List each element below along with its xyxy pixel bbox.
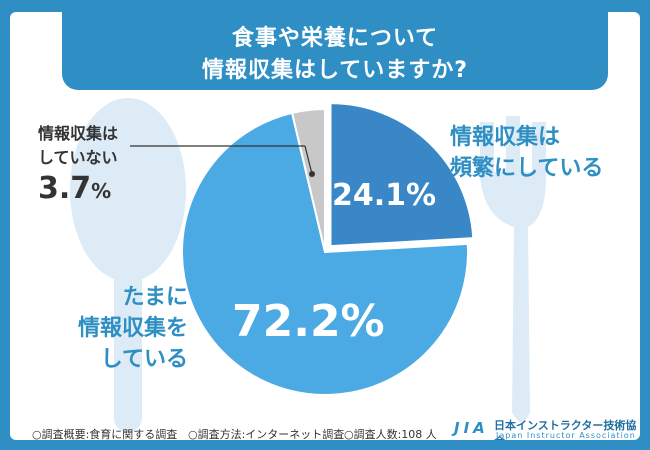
label-none: 情報収集は していない 3.7%: [38, 124, 119, 206]
title-line-1: 食事や栄養について: [231, 26, 439, 51]
org-name: 日本インストラクター技術協会: [494, 419, 637, 440]
label-sometimes: たまに 情報収集を している: [77, 285, 188, 372]
footer-method: ○調査方法:インターネット調査: [188, 428, 345, 440]
slice-none: [290, 107, 326, 253]
canvas: 食事や栄養について 情報収集はしていますか? 24.1% 72.2% 情報収集は…: [10, 12, 640, 440]
logo: JIA: [454, 419, 489, 437]
title-banner: 食事や栄養について 情報収集はしていますか?: [62, 12, 608, 90]
pie-slices: [181, 102, 475, 396]
footer-topic: ○調査概要:食育に関する調査: [32, 428, 178, 440]
title-line-2: 情報収集はしていますか?: [201, 58, 469, 83]
spoon-icon: [70, 98, 186, 432]
slice-sometimes: [181, 111, 469, 396]
slice-frequent: [329, 102, 475, 248]
value-label-sometimes: 72.2%: [232, 296, 385, 347]
pie-chart: [70, 98, 546, 432]
org-english: Japan Instructor Association: [496, 431, 636, 440]
footer-count: ○調査人数:108 人: [344, 428, 437, 440]
leader-dot: [309, 171, 315, 177]
fork-icon: [480, 116, 546, 422]
value-label-frequent: 24.1%: [332, 178, 437, 213]
label-frequent: 情報収集は 頻繁にしている: [450, 125, 604, 181]
leader-line: [304, 145, 313, 175]
